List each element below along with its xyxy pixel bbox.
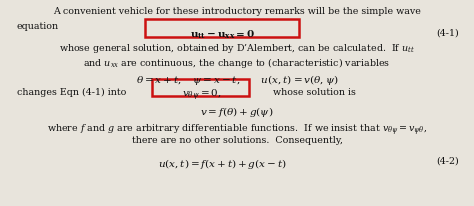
Text: changes Eqn (4-1) into: changes Eqn (4-1) into: [17, 88, 126, 97]
Text: $\mathbf{u_{tt} - u_{xx} = 0}$: $\mathbf{u_{tt} - u_{xx} = 0}$: [190, 29, 255, 41]
Text: (4-1): (4-1): [437, 29, 459, 38]
Text: equation: equation: [17, 22, 59, 31]
Text: there are no other solutions.  Consequently,: there are no other solutions. Consequent…: [131, 136, 343, 145]
Text: $v = f(\theta) + g(\psi)$: $v = f(\theta) + g(\psi)$: [201, 105, 273, 119]
Text: and $u_{xx}$ are continuous, the change to (characteristic) variables: and $u_{xx}$ are continuous, the change …: [83, 56, 391, 70]
Text: $u(x, t) = f(x + t) + g(x - t)$: $u(x, t) = f(x + t) + g(x - t)$: [158, 157, 287, 171]
Text: (4-2): (4-2): [437, 157, 459, 166]
Text: $\theta = x + t,\quad \psi = x - t, \qquad u(x, t) = v(\theta, \psi)$: $\theta = x + t,\quad \psi = x - t, \qqu…: [136, 73, 338, 87]
Text: whose solution is: whose solution is: [273, 88, 356, 97]
Text: where $f$ and $g$ are arbitrary differentiable functions.  If we insist that $v_: where $f$ and $g$ are arbitrary differen…: [47, 123, 427, 138]
Text: whose general solution, obtained by D’Alembert, can be calculated.  If $u_{tt}$: whose general solution, obtained by D’Al…: [59, 42, 415, 55]
Text: A convenient vehicle for these introductory remarks will be the simple wave: A convenient vehicle for these introduct…: [53, 7, 421, 16]
Text: $v_{\theta\psi} = 0,$: $v_{\theta\psi} = 0,$: [182, 88, 221, 103]
